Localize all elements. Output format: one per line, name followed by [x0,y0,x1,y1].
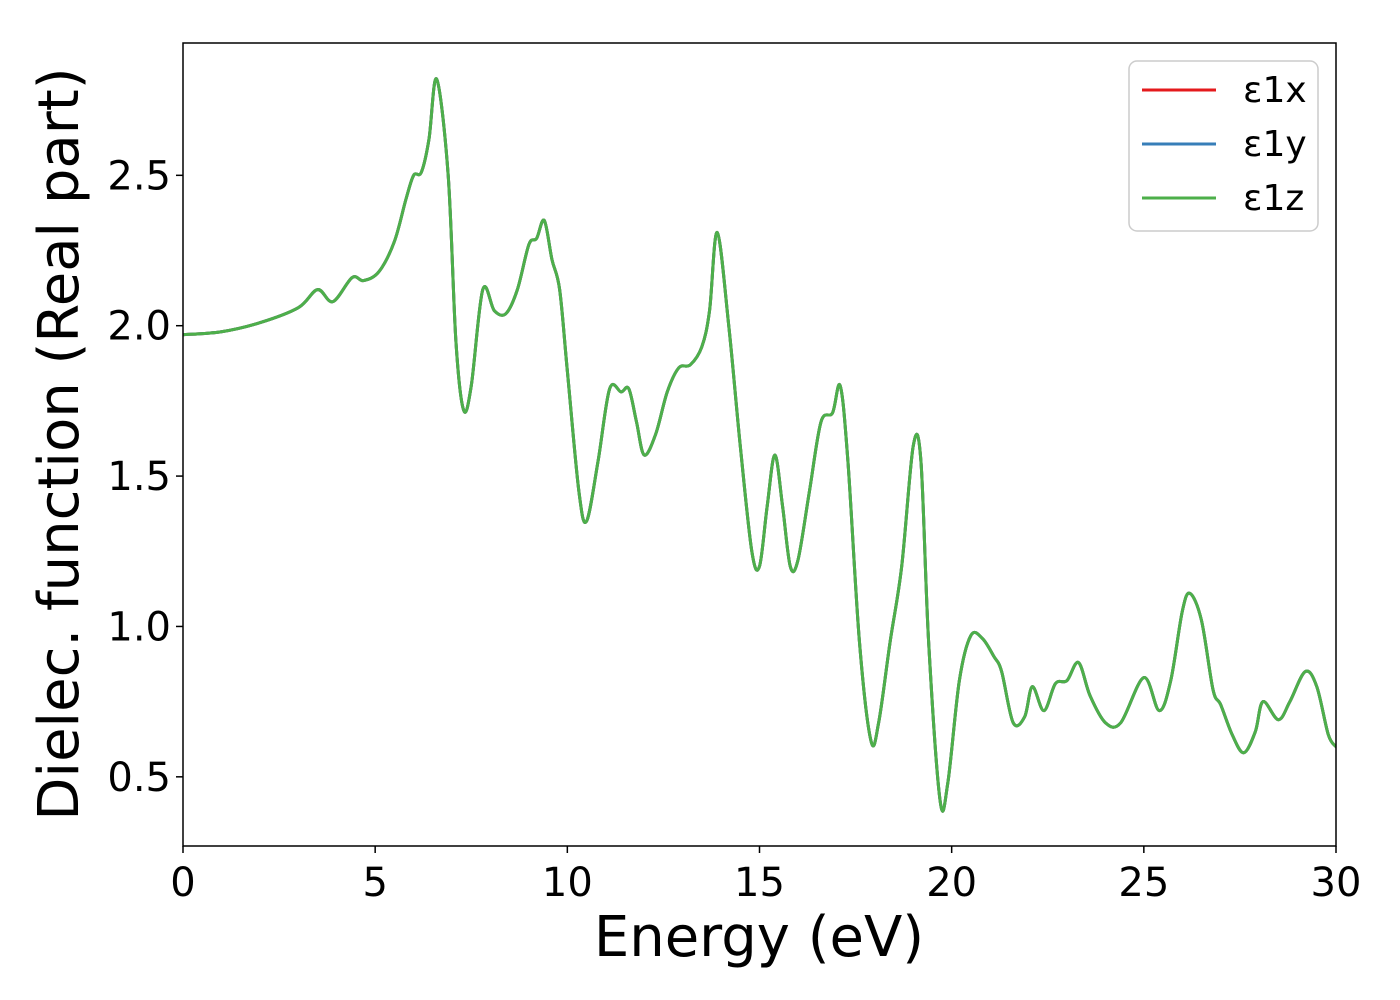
legend-label-1: ε1x [1243,70,1307,111]
legend-label-2: ε1y [1243,124,1307,165]
legend-box [1128,60,1319,232]
series-line-3 [183,77,1336,813]
y-tick-label: 1.5 [107,454,171,500]
x-tick-label: 0 [170,860,195,906]
y-tick-label: 2.5 [107,153,171,199]
x-axis-title: Energy (eV) [594,905,924,970]
x-tick-label: 15 [734,860,785,906]
y-tick-label: 0.5 [107,755,171,801]
x-axis-ticks: 0 5 10 15 20 25 30 [170,846,1361,906]
y-tick-label: 2.0 [107,304,171,350]
x-tick-label: 10 [542,860,593,906]
x-tick-label: 30 [1311,860,1362,906]
series-layer [183,77,1336,813]
legend-label-3: ε1z [1243,178,1304,219]
x-tick-label: 5 [362,860,387,906]
y-axis-title: Dielec. function (Real part) [27,67,92,820]
x-tick-label: 25 [1118,860,1169,906]
legend: ε1x ε1y ε1z [1128,60,1319,232]
x-tick-label: 20 [926,860,977,906]
y-tick-label: 1.0 [107,604,171,650]
y-axis-ticks: 0.5 1.0 1.5 2.0 2.5 [107,153,183,801]
